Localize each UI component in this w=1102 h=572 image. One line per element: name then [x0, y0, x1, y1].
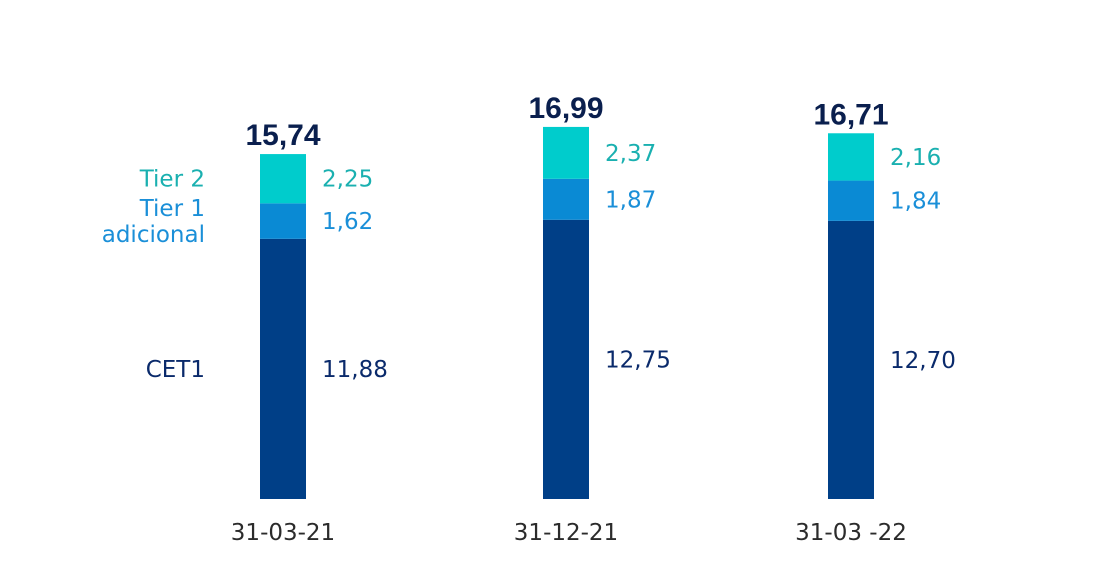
legend-label-tier1-line-2: adicional: [102, 222, 205, 248]
value-label-cet1-3: 12,70: [890, 348, 956, 374]
bar-segment-tier1-1: [260, 203, 306, 239]
total-label-2: 16,99: [528, 92, 603, 125]
bar-segment-tier2-3: [828, 133, 874, 181]
bar-segment-cet1-3: [828, 220, 874, 499]
value-label-cet1-1: 11,88: [322, 357, 388, 383]
total-label-3: 16,71: [813, 98, 888, 131]
category-label-3: 31-03 -22: [795, 520, 907, 546]
legend-label-tier1-line-1: Tier 1: [139, 196, 205, 222]
value-label-tier1-1: 1,62: [322, 209, 373, 235]
legend-label-cet1: CET1: [146, 357, 205, 383]
total-label-1: 15,74: [245, 119, 320, 152]
value-label-tier1-2: 1,87: [605, 187, 656, 213]
value-label-tier2-1: 2,25: [322, 167, 373, 193]
value-label-cet1-2: 12,75: [605, 347, 671, 373]
legend-label-tier2: Tier 2: [139, 167, 205, 193]
value-label-tier2-3: 2,16: [890, 145, 941, 171]
value-label-tier1-3: 1,84: [890, 189, 941, 215]
value-label-tier2-2: 2,37: [605, 141, 656, 167]
category-label-2: 31-12-21: [514, 520, 618, 546]
bar-segment-cet1-1: [260, 238, 306, 499]
bar-segment-tier2-2: [543, 126, 589, 179]
bar-segment-tier2-1: [260, 154, 306, 204]
bar-segment-cet1-2: [543, 219, 589, 499]
category-label-1: 31-03-21: [231, 520, 335, 546]
bar-segment-tier1-2: [543, 178, 589, 220]
bar-segment-tier1-3: [828, 180, 874, 221]
